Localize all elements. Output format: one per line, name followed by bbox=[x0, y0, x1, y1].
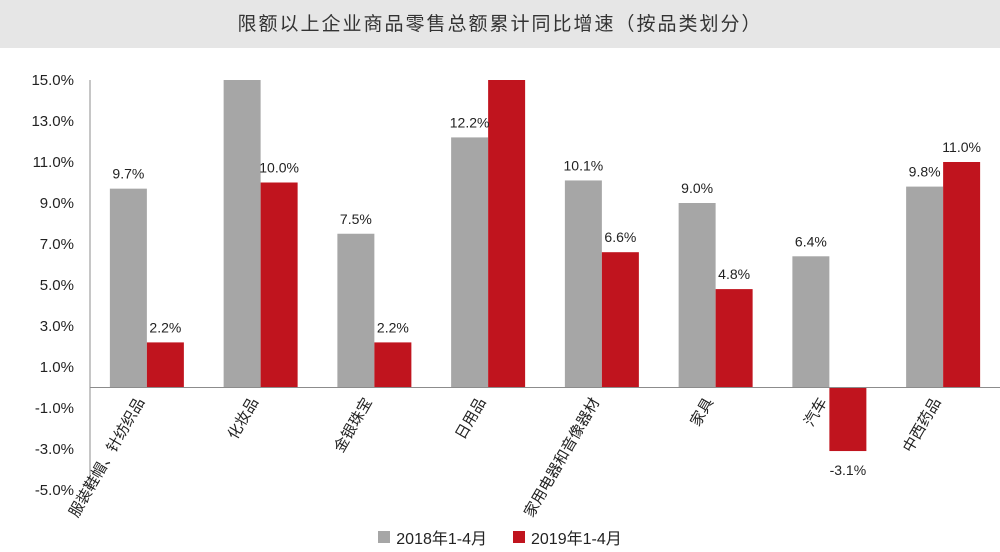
y-tick-label: 3.0% bbox=[40, 318, 74, 335]
bar-2018 bbox=[223, 80, 261, 388]
y-tick-label: 7.0% bbox=[40, 236, 74, 253]
bar-2018 bbox=[451, 137, 489, 388]
bar-2019 bbox=[601, 252, 639, 388]
data-label: 12.2% bbox=[450, 114, 490, 130]
data-label: 9.7% bbox=[112, 166, 144, 182]
bar-2019 bbox=[146, 342, 184, 388]
bar-2019 bbox=[488, 80, 526, 388]
bar-2018 bbox=[337, 233, 375, 388]
data-label: 2.2% bbox=[149, 319, 181, 335]
y-tick-label: 5.0% bbox=[40, 277, 74, 294]
data-label: 6.6% bbox=[604, 229, 636, 245]
category-label: 化妆品 bbox=[224, 395, 262, 443]
bar-2019 bbox=[829, 387, 867, 452]
data-label: 6.4% bbox=[795, 233, 827, 249]
category-label: 服装鞋帽、针纺织品 bbox=[65, 395, 148, 521]
bar-2018 bbox=[109, 188, 147, 388]
y-tick-label: 11.0% bbox=[33, 154, 74, 171]
data-labels: 9.7% 7.5% 12.2% 10.1% 9.0% 6.4% 9.8% 2.2% 10.0% 2… bbox=[112, 114, 981, 478]
bar-2018 bbox=[906, 186, 944, 388]
y-tick-label: -3.0% bbox=[35, 441, 74, 458]
bars bbox=[109, 80, 981, 452]
data-label: 10.0% bbox=[259, 160, 299, 176]
bar-2018 bbox=[678, 203, 716, 388]
category-label: 家用电器和音像器材 bbox=[520, 395, 603, 521]
data-label: 9.0% bbox=[681, 180, 713, 196]
y-tick-label: -5.0% bbox=[35, 482, 74, 499]
y-tick-label: 13.0% bbox=[31, 113, 74, 130]
y-tick-label: 1.0% bbox=[40, 359, 74, 376]
y-tick-label: 9.0% bbox=[40, 195, 74, 212]
title-bar bbox=[0, 0, 1000, 48]
y-axis: 15.0% 13.0% 11.0% 9.0% 7.0% 5.0% 3.0% 1.0% -1.0%… bbox=[31, 72, 74, 499]
bar-2018 bbox=[564, 180, 602, 388]
bar-2019 bbox=[260, 182, 298, 388]
category-label: 家具 bbox=[686, 395, 717, 430]
legend-label-2018: 2018年1-4月 bbox=[396, 531, 487, 548]
data-label: 10.1% bbox=[564, 157, 604, 173]
bar-2018 bbox=[792, 256, 830, 388]
bar-2019 bbox=[715, 289, 753, 388]
bar-chart: 15.0% 13.0% 11.0% 9.0% 7.0% 5.0% 3.0% 1.0% -1.0%… bbox=[31, 72, 1000, 521]
data-label: 11.0% bbox=[942, 139, 981, 155]
category-label: 金银珠宝 bbox=[330, 395, 376, 456]
chart-title: 限额以上企业商品零售总额累计同比增速（按品类划分） bbox=[237, 13, 763, 35]
y-tick-label: -1.0% bbox=[35, 400, 74, 417]
legend-swatch-2019 bbox=[513, 531, 525, 543]
y-tick-label: 15.0% bbox=[31, 72, 74, 89]
legend-item-2019: 2019年1-4月 bbox=[513, 525, 622, 549]
category-label: 中西药品 bbox=[899, 395, 945, 456]
data-label: 4.8% bbox=[718, 266, 750, 282]
data-label: 2.2% bbox=[377, 319, 409, 335]
legend: 2018年1-4月 2019年1-4月 bbox=[0, 524, 1000, 550]
data-label: 9.8% bbox=[909, 164, 941, 180]
category-label: 汽车 bbox=[800, 395, 831, 430]
bar-2019 bbox=[943, 162, 981, 388]
data-label: -3.1% bbox=[830, 462, 867, 478]
category-label: 日用品 bbox=[451, 395, 489, 443]
legend-item-2018: 2018年1-4月 bbox=[378, 525, 487, 549]
x-axis-categories: 服装鞋帽、针纺织品 化妆品 金银珠宝 日用品 家用电器和音像器材 家具 汽车 中西药品 bbox=[65, 395, 944, 521]
data-label: 7.5% bbox=[340, 211, 372, 227]
legend-label-2019: 2019年1-4月 bbox=[531, 531, 622, 548]
bar-2019 bbox=[374, 342, 412, 388]
legend-swatch-2018 bbox=[378, 531, 391, 543]
